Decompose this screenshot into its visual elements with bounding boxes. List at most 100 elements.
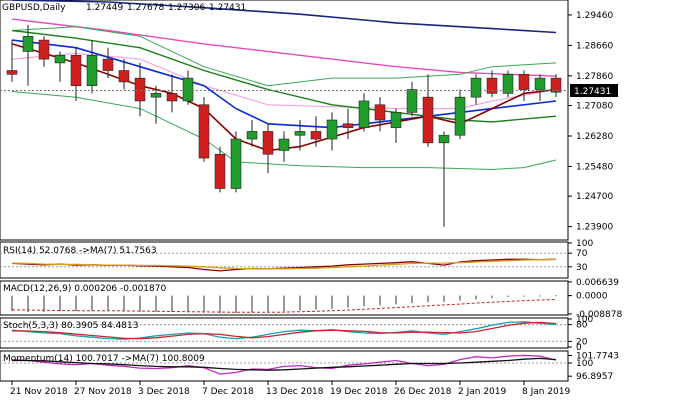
indicator-tick-label: 96.8957 bbox=[576, 372, 613, 382]
momentum-title: Momentum(14) 100.7017 ->MA(7) 100.8009 bbox=[3, 354, 205, 364]
candle-body bbox=[422, 96, 434, 144]
candle bbox=[294, 120, 306, 151]
macd-bar bbox=[443, 295, 445, 302]
macd-bar bbox=[507, 295, 509, 298]
candle bbox=[470, 74, 482, 105]
candle bbox=[22, 24, 34, 86]
candle-body bbox=[550, 77, 562, 93]
candle bbox=[86, 40, 98, 94]
indicator-tick-label: 80 bbox=[576, 321, 588, 331]
time-tick-label: 19 Dec 2018 bbox=[330, 387, 388, 397]
candle bbox=[390, 108, 402, 143]
candle bbox=[150, 85, 162, 124]
candle-body bbox=[470, 77, 482, 98]
candle-body bbox=[198, 104, 210, 159]
candle bbox=[166, 74, 178, 113]
candle bbox=[278, 131, 290, 162]
candle bbox=[502, 70, 514, 98]
indicator-tick-label: 100 bbox=[576, 359, 593, 369]
stochastic-lines bbox=[11, 321, 557, 340]
candle bbox=[438, 131, 450, 227]
moving-average-line bbox=[11, 39, 557, 129]
candle-body bbox=[310, 131, 322, 140]
candle bbox=[310, 116, 322, 147]
indicator-series-line bbox=[11, 321, 557, 340]
candle-body bbox=[6, 70, 18, 75]
price-tick-label: 1.26280 bbox=[576, 132, 613, 142]
time-axis: 21 Nov 2018 27 Nov 2018 3 Dec 2018 7 Dec 20… bbox=[10, 381, 570, 397]
candle-body bbox=[38, 39, 50, 60]
candle-body bbox=[118, 70, 130, 83]
candle bbox=[102, 47, 114, 79]
candle-body bbox=[262, 131, 274, 155]
price-panel-frame bbox=[0, 0, 569, 241]
current-price-tag-box bbox=[570, 84, 618, 97]
momentum-lines bbox=[11, 354, 557, 375]
indicator-tick-label: 30 bbox=[576, 263, 588, 273]
candle-body bbox=[406, 89, 418, 113]
candle bbox=[534, 74, 546, 101]
candle bbox=[54, 51, 66, 82]
macd-panel: 0.0000 0.006639 -0.008878 MACD(12,26,9) 0.… bbox=[0, 278, 622, 320]
indicator-tick-label: 20 bbox=[576, 337, 588, 347]
indicator-series-line bbox=[12, 357, 557, 371]
macd-bar bbox=[187, 295, 189, 313]
moving-average-line bbox=[11, 18, 557, 77]
candle-body bbox=[70, 54, 82, 87]
time-tick-label: 21 Nov 2018 bbox=[10, 387, 68, 397]
macd-bar bbox=[27, 295, 29, 313]
macd-bar bbox=[251, 295, 253, 313]
candle-body bbox=[86, 54, 98, 87]
macd-bar bbox=[523, 295, 525, 297]
macd-tick-label: -0.008878 bbox=[576, 310, 622, 320]
indicator-tick-label: 100 bbox=[576, 239, 593, 249]
time-tick-label: 7 Dec 2018 bbox=[202, 387, 254, 397]
macd-bar bbox=[555, 295, 557, 297]
price-tick-label: 1.27860 bbox=[576, 72, 613, 82]
candle-body bbox=[278, 138, 290, 151]
candle bbox=[454, 89, 466, 140]
candle-body bbox=[502, 74, 514, 94]
macd-tick-label: 0.0000 bbox=[576, 292, 608, 302]
macd-bar bbox=[299, 295, 301, 311]
candle bbox=[6, 40, 18, 82]
candle-body bbox=[438, 134, 450, 144]
candle bbox=[486, 70, 498, 98]
indicator-series-line bbox=[11, 258, 557, 270]
candle-body bbox=[134, 77, 146, 102]
chart-symbol-title: GBPUSD,Daily bbox=[2, 3, 66, 13]
macd-bar bbox=[219, 295, 221, 314]
time-tick-label: 27 Nov 2018 bbox=[74, 387, 132, 397]
price-tick-label: 1.28660 bbox=[576, 41, 613, 51]
macd-bar bbox=[59, 295, 61, 312]
macd-bar bbox=[43, 295, 45, 312]
candle bbox=[230, 131, 242, 193]
macd-signal-line bbox=[11, 299, 557, 313]
candle-body bbox=[182, 77, 194, 102]
macd-title: MACD(12,26,9) 0.000206 -0.001870 bbox=[3, 284, 166, 294]
candle bbox=[550, 74, 562, 98]
candle bbox=[422, 74, 434, 147]
macd-bar bbox=[267, 295, 269, 312]
candle-body bbox=[342, 123, 354, 128]
candle bbox=[118, 59, 130, 90]
candle bbox=[262, 123, 274, 174]
price-panel: 1.29460 1.28660 1.27860 1.27080 1.26280 1.254… bbox=[0, 0, 618, 241]
candle bbox=[358, 93, 370, 132]
candle-body bbox=[326, 119, 338, 140]
candle-body bbox=[294, 131, 306, 136]
current-price-label: 1.27431 bbox=[574, 87, 611, 97]
macd-bar bbox=[475, 295, 477, 300]
macd-signal-line bbox=[11, 299, 557, 313]
candle-body bbox=[54, 54, 66, 64]
indicator-tick-label: 70 bbox=[576, 249, 588, 259]
candle-body bbox=[534, 77, 546, 90]
price-tick-label: 1.27080 bbox=[576, 102, 613, 112]
candle bbox=[374, 97, 386, 132]
candle bbox=[38, 36, 50, 67]
